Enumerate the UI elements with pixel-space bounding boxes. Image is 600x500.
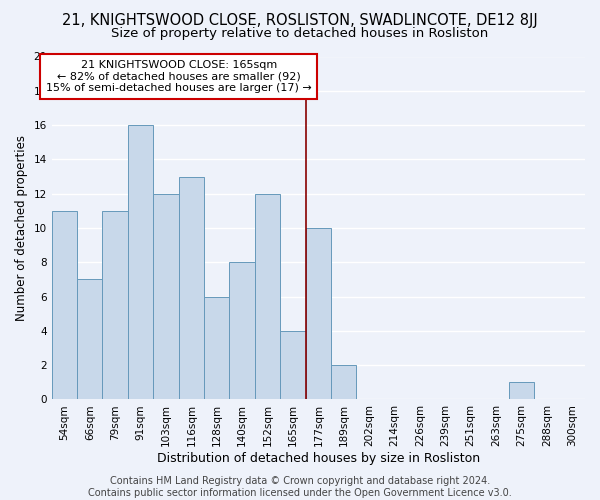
Text: 21 KNIGHTSWOOD CLOSE: 165sqm
← 82% of detached houses are smaller (92)
15% of se: 21 KNIGHTSWOOD CLOSE: 165sqm ← 82% of de… [46, 60, 311, 93]
X-axis label: Distribution of detached houses by size in Rosliston: Distribution of detached houses by size … [157, 452, 480, 465]
Bar [179, 176, 204, 400]
Y-axis label: Number of detached properties: Number of detached properties [15, 135, 28, 321]
Bar [103, 211, 128, 400]
Bar [204, 296, 229, 400]
Bar [509, 382, 534, 400]
Bar [77, 280, 103, 400]
Bar [331, 365, 356, 400]
Text: 21, KNIGHTSWOOD CLOSE, ROSLISTON, SWADLINCOTE, DE12 8JJ: 21, KNIGHTSWOOD CLOSE, ROSLISTON, SWADLI… [62, 12, 538, 28]
Bar [128, 125, 153, 400]
Text: Size of property relative to detached houses in Rosliston: Size of property relative to detached ho… [112, 28, 488, 40]
Bar [153, 194, 179, 400]
Bar [52, 211, 77, 400]
Bar [229, 262, 255, 400]
Bar [280, 331, 305, 400]
Text: Contains HM Land Registry data © Crown copyright and database right 2024.
Contai: Contains HM Land Registry data © Crown c… [88, 476, 512, 498]
Bar [255, 194, 280, 400]
Bar [305, 228, 331, 400]
